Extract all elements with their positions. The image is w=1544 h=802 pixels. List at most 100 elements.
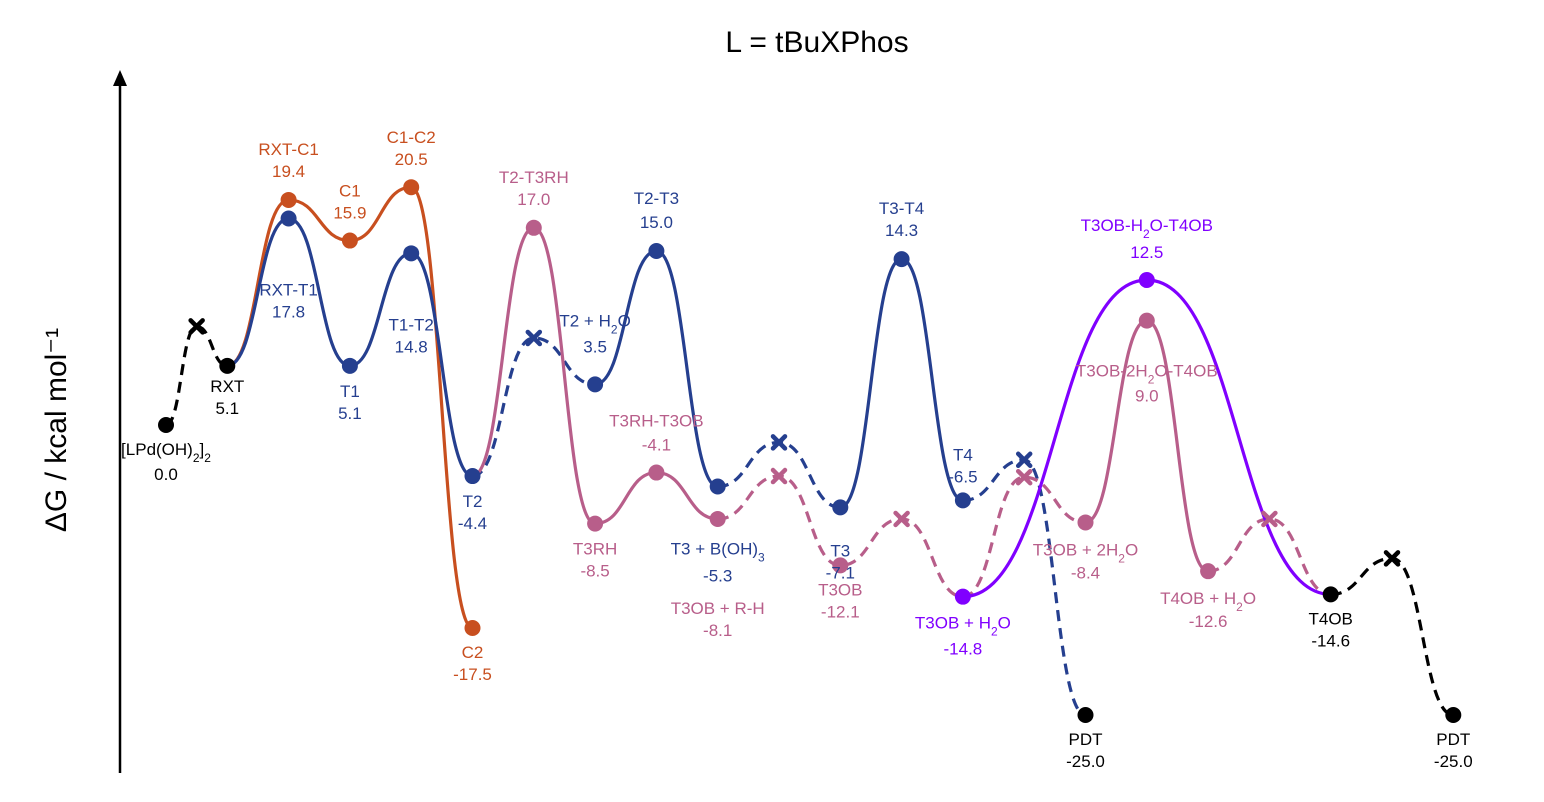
point-start [158,417,174,433]
point-t2 [464,468,481,485]
label-value-c1: 15.9 [333,204,366,223]
label-name-rxt: RXT [210,377,244,396]
label-value-t3boh: -5.3 [703,566,732,585]
label-value-tsh2o: 12.5 [1130,243,1163,262]
label-value-rxtc1: 19.4 [272,162,305,181]
x-marker-xb2 [770,434,788,451]
label-name-t3rh: T3RH [573,540,617,559]
y-axis [113,70,127,773]
point-t2t3 [648,243,665,259]
label-name-t1t2: T1-T2 [389,315,434,334]
label-name-t1: T1 [340,382,360,401]
label-name-start: [LPd(OH)2]2 [121,440,211,465]
chart-title: L = tBuXPhos [725,26,908,59]
label-value-start: 0.0 [154,465,178,484]
label-value-t3rh: -8.5 [580,562,609,581]
markers [158,179,1462,723]
label-value-t4ob: -14.6 [1311,631,1350,650]
label-value-t3t4: 14.3 [885,221,918,240]
label-value-rxt: 5.1 [215,399,239,418]
point-t2h2o [587,376,604,393]
label-name-c2: C2 [462,643,484,662]
point-c1c2 [403,179,420,196]
label-value-pdt2: -25.0 [1434,752,1473,771]
point-t3obh2o [954,588,971,605]
series-line-black-0 [165,324,228,427]
x-marker-xk2 [1383,550,1401,567]
point-pdt1 [1077,707,1094,723]
label-name-pdt1: PDT [1069,730,1103,749]
point-t3ob [832,557,849,574]
label-name-t2t3rh: T2-T3RH [499,168,569,187]
label-value-t3: -7.1 [826,563,855,582]
label-value-pdt1: -25.0 [1066,752,1105,771]
point-rxt [219,357,236,374]
label-value-t3ob2h2o: -8.4 [1071,563,1100,582]
label-value-t2: -4.4 [458,514,487,533]
series-line-blue-7 [962,458,1087,717]
label-name-pdt2: PDT [1436,730,1470,749]
point-rxtt1 [280,210,297,227]
label-name-t3ob2h2o: T3OB + 2H2O [1033,540,1138,565]
label-value-c1c2: 20.5 [395,150,428,169]
point-t2t3rh [525,219,542,236]
series-line-black-13 [1330,556,1454,717]
point-t3rh [587,515,604,532]
x-marker-xb1 [525,329,543,347]
point-t3ob2h2o [1077,514,1094,531]
label-name-t3: T3 [830,541,850,560]
label-name-ts2h2o: T3OB-2H2O-T4OB [1076,362,1218,387]
label-value-t2t3: 15.0 [640,213,673,232]
label-name-t3obrh: T3OB + R-H [671,599,765,618]
series-line-blue-6 [839,257,964,509]
point-rxtc1 [280,191,297,208]
point-t3obrh [709,510,726,527]
point-t3t4 [893,251,910,268]
point-t3rht3ob [648,464,665,481]
label-name-c1c2: C1-C2 [387,128,436,147]
y-axis-label: ΔG / kcal mol⁻¹ [40,328,73,532]
label-value-t4obh2o: -12.6 [1189,612,1228,631]
point-c1 [341,232,358,249]
point-c2 [464,620,481,636]
x-marker-xp2 [893,510,910,528]
point-tsh2o [1138,272,1155,288]
label-value-t3obh2o: -14.8 [944,640,983,659]
label-value-ts2h2o: 9.0 [1135,387,1159,406]
label-name-t2t3: T2-T3 [634,189,679,208]
label-name-t3t4: T3-T4 [879,199,924,218]
label-name-t3boh: T3 + B(OH)3 [671,539,765,564]
point-t4obh2o [1200,563,1217,580]
series-line-orange-1 [226,185,474,630]
label-value-t2t3rh: 17.0 [517,190,550,209]
point-t3boh [709,478,726,495]
label-name-t4ob: T4OB [1308,609,1352,628]
label-value-t4: -6.5 [948,467,977,486]
label-value-rxtt1: 17.8 [272,303,305,322]
series-line-pink-9 [717,474,1086,599]
point-t1 [341,357,358,374]
label-value-c2: -17.5 [453,665,492,684]
label-name-t3obh2o: T3OB + H2O [915,614,1011,639]
point-ts2h2o [1138,312,1155,329]
point-t3 [832,499,849,516]
label-name-t2h2o: T2 + H2O [559,311,630,336]
point-pdt2 [1445,707,1462,723]
label-value-t3ob: -12.1 [821,602,860,621]
series-line-pink-11 [1207,517,1331,596]
label-name-rxtt1: RXT-T1 [259,281,318,300]
y-axis-arrowhead [113,70,127,86]
label-value-t1t2: 14.8 [395,337,428,356]
label-name-t4obh2o: T4OB + H2O [1160,589,1256,614]
label-value-t2h2o: 3.5 [583,337,607,356]
label-name-t2: T2 [463,492,483,511]
x-marker-xp1 [770,467,788,485]
label-name-t4: T4 [953,445,973,464]
label-value-t1: 5.1 [338,404,362,423]
point-t4 [954,492,971,509]
label-name-t3ob: T3OB [818,580,862,599]
x-marker-xp4 [1261,510,1278,528]
label-value-t3rht3ob: -4.1 [642,436,671,455]
point-t4ob [1322,586,1339,603]
